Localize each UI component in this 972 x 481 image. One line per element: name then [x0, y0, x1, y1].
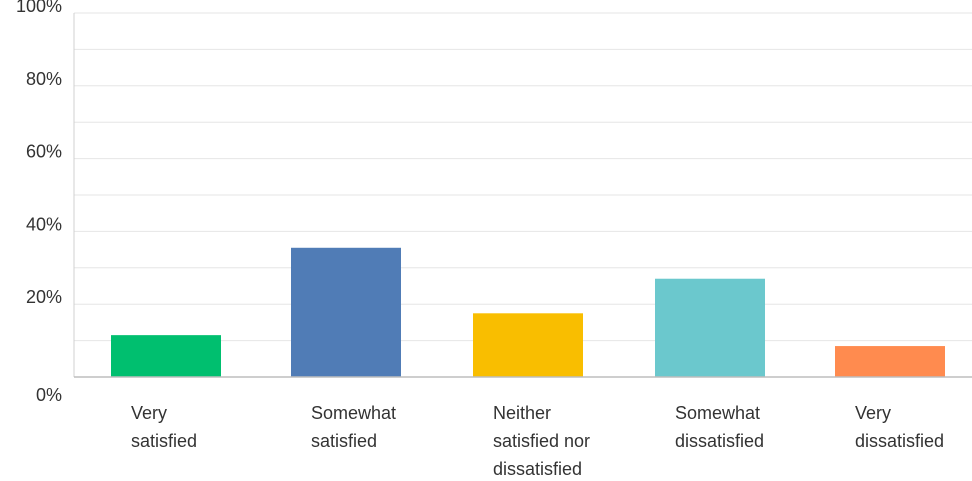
bar [291, 247, 401, 377]
y-tick-label: 60% [26, 142, 62, 162]
bars [111, 247, 945, 377]
bar [655, 278, 765, 377]
x-tick-label: Somewhat satisfied [311, 403, 396, 451]
y-tick-label: 80% [26, 69, 62, 89]
x-tick-label: Somewhat dissatisfied [675, 403, 764, 451]
axes [73, 13, 972, 378]
y-tick-label: 0% [36, 385, 62, 405]
y-axis-ticks: 0% 20% 40% 60% 80% 100% [16, 0, 62, 405]
bar [473, 313, 583, 377]
x-tick-label: Neither satisfied nor dissatisfied [493, 403, 590, 479]
y-tick-label: 40% [26, 214, 62, 234]
bar [835, 346, 945, 377]
gridlines [74, 12, 972, 342]
y-tick-label: 100% [16, 0, 62, 16]
x-tick-label: Very satisfied [131, 403, 197, 451]
x-axis-labels: Very satisfied Somewhat satisfied Neither sat… [131, 403, 944, 479]
bar [111, 335, 221, 377]
y-tick-label: 20% [26, 287, 62, 307]
x-tick-label: Very dissatisfied [855, 403, 944, 451]
